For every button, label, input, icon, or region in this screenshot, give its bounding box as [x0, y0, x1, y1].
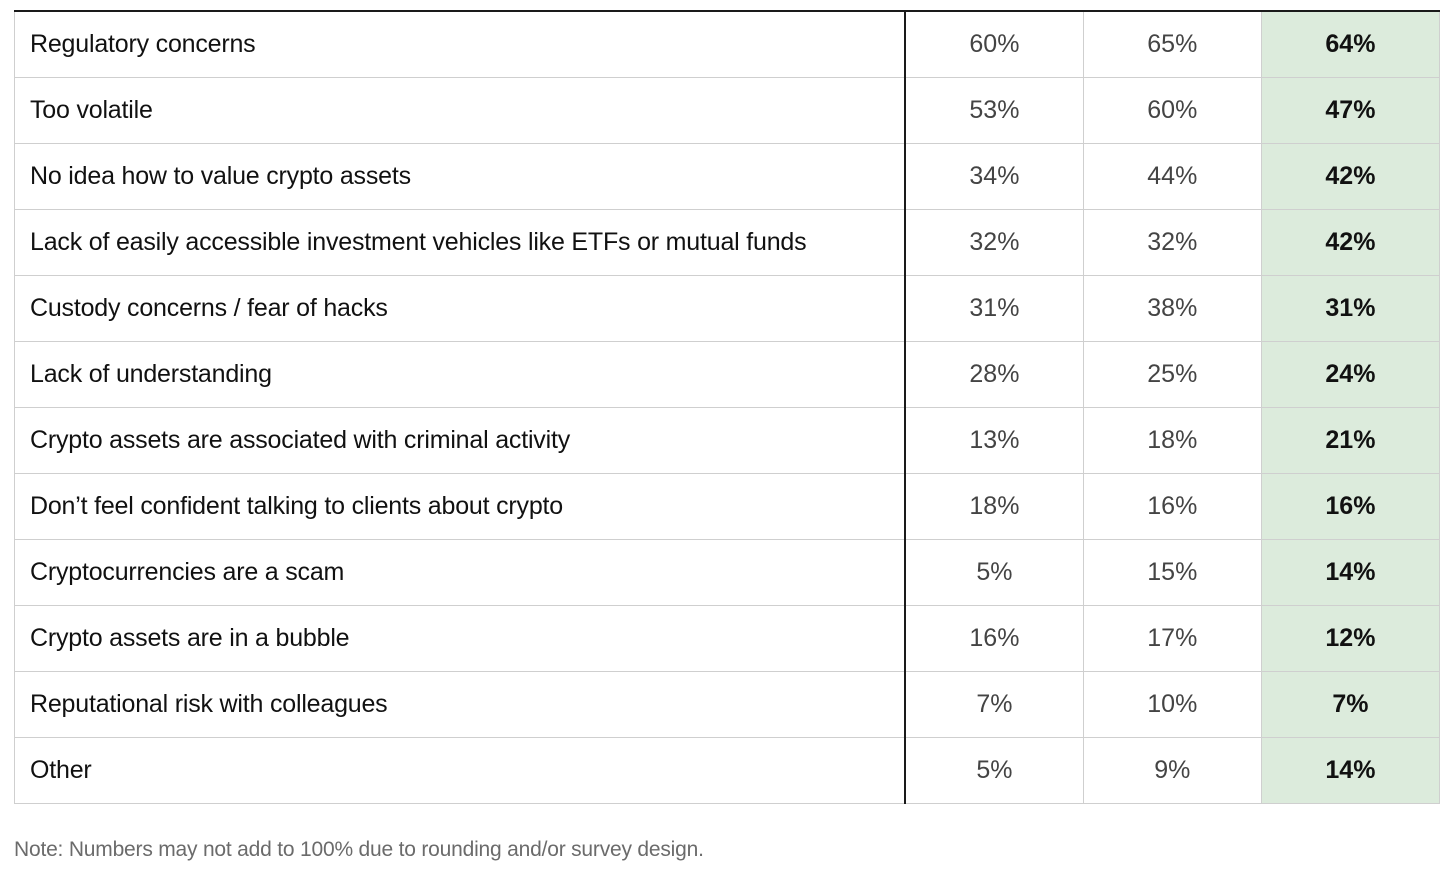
table-row: Don’t feel confident talking to clients … — [14, 472, 1441, 540]
row-label: No idea how to value crypto assets — [14, 142, 907, 210]
value-cell: 24% — [1260, 340, 1441, 408]
table-row: Too volatile 53% 60% 47% — [14, 76, 1441, 144]
value-cell: 5% — [904, 538, 1084, 606]
value-cell: 34% — [904, 142, 1084, 210]
value-cell: 16% — [904, 604, 1084, 672]
value-cell: 12% — [1260, 604, 1441, 672]
row-label: Crypto assets are associated with crimin… — [14, 406, 907, 474]
value-cell: 16% — [1082, 472, 1262, 540]
value-cell: 9% — [1082, 736, 1262, 804]
value-cell: 65% — [1082, 11, 1262, 78]
row-label: Cryptocurrencies are a scam — [14, 538, 907, 606]
value-cell: 32% — [904, 208, 1084, 276]
table-body: Regulatory concerns 60% 65% 64% Too volatile… — [14, 11, 1441, 804]
value-cell: 14% — [1260, 736, 1441, 804]
value-cell: 7% — [904, 670, 1084, 738]
value-cell: 15% — [1082, 538, 1262, 606]
value-cell: 21% — [1260, 406, 1441, 474]
value-cell: 42% — [1260, 208, 1441, 276]
table-row: Crypto assets are associated with crimin… — [14, 406, 1441, 474]
value-cell: 13% — [904, 406, 1084, 474]
table-row: Other 5% 9% 14% — [14, 736, 1441, 804]
value-cell: 64% — [1260, 11, 1441, 78]
value-cell: 7% — [1260, 670, 1441, 738]
value-cell: 60% — [1082, 76, 1262, 144]
row-label: Lack of understanding — [14, 340, 907, 408]
value-cell: 28% — [904, 340, 1084, 408]
row-label: Reputational risk with colleagues — [14, 670, 907, 738]
value-cell: 32% — [1082, 208, 1262, 276]
value-cell: 17% — [1082, 604, 1262, 672]
survey-results-table: Regulatory concerns 60% 65% 64% Too volatile… — [14, 10, 1441, 804]
table-row: Crypto assets are in a bubble 16% 17% 12% — [14, 604, 1441, 672]
table-row: Reputational risk with colleagues 7% 10% 7% — [14, 670, 1441, 738]
table-row: Custody concerns / fear of hacks 31% 38% 31… — [14, 274, 1441, 342]
table-row: Regulatory concerns 60% 65% 64% — [14, 11, 1441, 78]
value-cell: 14% — [1260, 538, 1441, 606]
value-cell: 16% — [1260, 472, 1441, 540]
value-cell: 18% — [904, 472, 1084, 540]
row-label: Other — [14, 736, 907, 804]
row-label: Don’t feel confident talking to clients … — [14, 472, 907, 540]
value-cell: 31% — [904, 274, 1084, 342]
table-row: Lack of easily accessible investment veh… — [14, 208, 1441, 276]
value-cell: 5% — [904, 736, 1084, 804]
row-label: Crypto assets are in a bubble — [14, 604, 907, 672]
value-cell: 47% — [1260, 76, 1441, 144]
value-cell: 42% — [1260, 142, 1441, 210]
value-cell: 25% — [1082, 340, 1262, 408]
value-cell: 53% — [904, 76, 1084, 144]
row-label: Lack of easily accessible investment veh… — [14, 208, 907, 276]
value-cell: 31% — [1260, 274, 1441, 342]
table-row: No idea how to value crypto assets 34% 44%… — [14, 142, 1441, 210]
value-cell: 38% — [1082, 274, 1262, 342]
row-label: Regulatory concerns — [14, 11, 907, 78]
footnote: Note: Numbers may not add to 100% due to… — [14, 838, 704, 861]
value-cell: 18% — [1082, 406, 1262, 474]
row-label: Too volatile — [14, 76, 907, 144]
value-cell: 60% — [904, 11, 1084, 78]
table-row: Cryptocurrencies are a scam 5% 15% 14% — [14, 538, 1441, 606]
row-label: Custody concerns / fear of hacks — [14, 274, 907, 342]
value-cell: 10% — [1082, 670, 1262, 738]
value-cell: 44% — [1082, 142, 1262, 210]
table-row: Lack of understanding 28% 25% 24% — [14, 340, 1441, 408]
